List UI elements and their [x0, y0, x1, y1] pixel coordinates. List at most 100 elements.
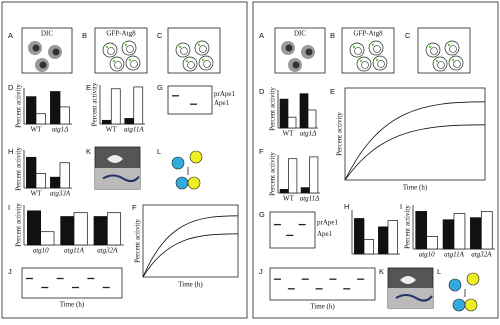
y-axis-label: Percent activity [336, 112, 344, 156]
cell [182, 56, 198, 72]
image-frame [21, 27, 73, 74]
bar [309, 156, 319, 194]
caption: DIC [41, 30, 53, 38]
bar [124, 118, 135, 125]
model-circle [189, 150, 203, 164]
panel-letter: E [330, 87, 335, 96]
panel-letter: K [379, 267, 384, 276]
x-tick-label: atg10 [419, 251, 435, 259]
y-axis-label: Percent activity [404, 205, 412, 249]
panel-letter: F [132, 203, 137, 212]
vacuole [285, 44, 293, 52]
vacuole [377, 60, 385, 68]
gfp-dot [359, 59, 363, 63]
vacuole [437, 61, 445, 69]
panel-letter: G [157, 83, 163, 92]
x-tick-label: atg11A [124, 126, 144, 134]
panel-letter: I [8, 203, 10, 212]
gfp-dot [201, 58, 205, 62]
model-circle [171, 156, 185, 170]
vacuole [107, 47, 115, 55]
vacuole [305, 48, 313, 56]
cell [125, 55, 141, 71]
gfp-dot [124, 43, 128, 47]
micrograph-lower [388, 288, 433, 308]
model-circle [464, 298, 478, 312]
vacuole [52, 48, 60, 56]
bar [299, 93, 309, 129]
x-tick-label: WT [283, 195, 295, 203]
gfp-dot [447, 43, 451, 47]
bar [59, 162, 70, 189]
vacuole [180, 47, 188, 55]
band-label: prApe1 [214, 90, 235, 98]
gel-frame [167, 85, 213, 115]
bar [73, 212, 88, 246]
x-tick-label: atg10 [33, 247, 49, 255]
structure [107, 155, 123, 163]
right-figure-frame [252, 1, 499, 319]
vacuole [130, 60, 138, 68]
cell [368, 40, 384, 56]
bar [300, 187, 310, 194]
model-circle [466, 272, 480, 286]
cell [444, 40, 460, 56]
panel-letter: D [8, 83, 14, 92]
bar [354, 218, 365, 255]
bar [387, 220, 398, 255]
vacuole [126, 45, 134, 53]
cell [372, 55, 388, 71]
gfp-dot [197, 43, 201, 47]
bar [442, 219, 455, 250]
curve [344, 124, 486, 181]
cell [425, 42, 441, 58]
vacuole [453, 60, 461, 68]
gfp-dot [112, 59, 116, 63]
micrograph-lower [95, 168, 140, 189]
y-axis-label: Percent activity [15, 84, 23, 128]
panel-letter: A [259, 31, 264, 40]
bar [106, 212, 122, 246]
cell [349, 42, 365, 58]
bar [26, 96, 37, 125]
x-tick-label: atg11Δ [300, 195, 320, 203]
panel-letter: E [86, 83, 91, 92]
model-circle [452, 298, 466, 312]
vacuole [187, 61, 195, 69]
bar [279, 98, 289, 129]
vacuole [39, 61, 47, 69]
bar [470, 217, 482, 250]
bar [307, 109, 317, 129]
y-axis-label: Percent activity [269, 87, 277, 131]
model-circle [175, 176, 189, 190]
bar [426, 236, 438, 250]
vacuole [114, 61, 122, 69]
vacuole [361, 61, 369, 69]
bar [363, 239, 374, 255]
vacuole [292, 61, 300, 69]
gfp-dot [371, 43, 375, 47]
bar [378, 226, 389, 255]
bar [50, 91, 61, 125]
y-axis-label: Percent activity [15, 147, 23, 191]
band-label: Ape1 [214, 99, 230, 107]
bar [453, 213, 466, 250]
caption: GFP-Atg8 [353, 30, 383, 38]
x-tick-label: atg1Δ [300, 130, 317, 138]
x-tick-label: WT [106, 126, 118, 134]
gfp-dot [185, 59, 189, 63]
bar [50, 176, 61, 189]
plot-frame [344, 87, 486, 181]
x-tick-label: WT [283, 130, 295, 138]
bar [480, 211, 493, 250]
x-axis-label: Time (h) [310, 303, 335, 311]
panel-letter: A [8, 31, 13, 40]
panel-letter: F [259, 147, 264, 156]
band-label: prApe1 [317, 218, 338, 226]
structure [395, 294, 433, 302]
cell [109, 56, 125, 72]
caption: GFP-Atg8 [106, 30, 136, 38]
gfp-dot [105, 45, 109, 49]
gfp-dot [128, 58, 132, 62]
curve [142, 233, 239, 278]
